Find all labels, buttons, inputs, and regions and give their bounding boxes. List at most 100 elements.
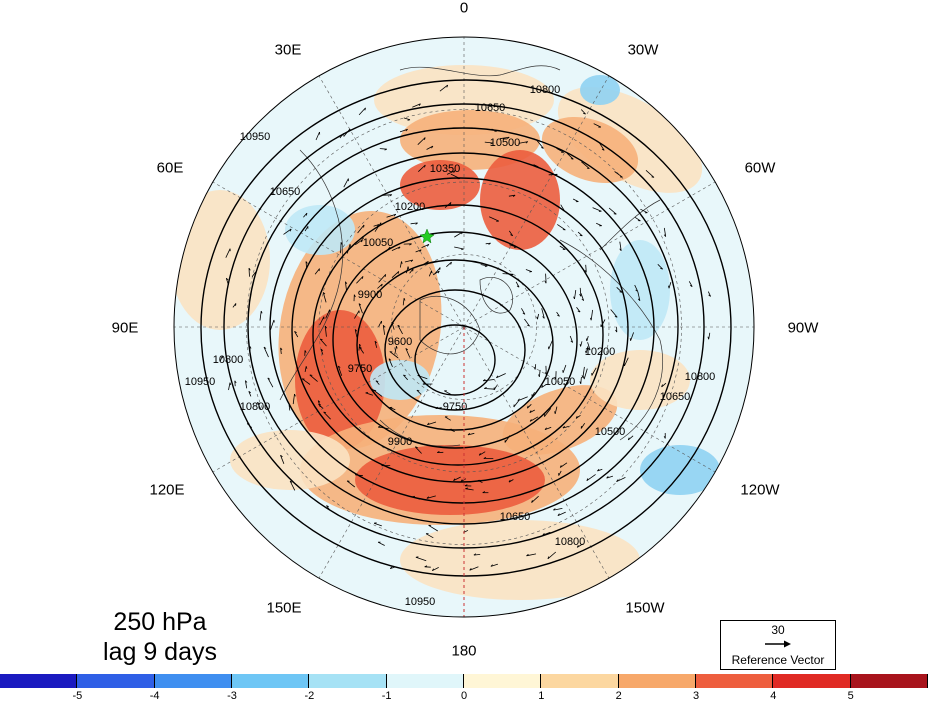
wind-vector-head <box>426 496 429 499</box>
wind-vector <box>610 309 618 318</box>
lon-label-120w: 120W <box>740 481 780 499</box>
contour-label: 10950 <box>405 596 436 608</box>
colorbar <box>0 674 928 688</box>
warm-south-strong <box>355 445 545 515</box>
wind-vector <box>319 316 325 326</box>
wind-vector <box>389 351 399 359</box>
wind-vector-head <box>559 465 562 468</box>
wind-vector <box>412 103 421 108</box>
wind-vector-head <box>409 243 412 246</box>
colorbar-segment <box>309 674 387 688</box>
wind-vector <box>504 435 511 443</box>
wind-vector <box>517 396 528 402</box>
coastline <box>279 149 343 401</box>
wind-vector-head <box>547 556 550 559</box>
wind-vector <box>426 145 434 150</box>
wind-vector <box>576 543 583 548</box>
wind-vector-head <box>260 310 263 314</box>
wind-vector <box>404 259 413 263</box>
wind-vector-head <box>355 473 358 476</box>
wind-vector-head <box>305 261 308 264</box>
contour-label: 10200 <box>395 201 426 213</box>
wind-vector <box>657 264 663 270</box>
wind-vector-head <box>450 261 452 265</box>
wind-vector <box>661 382 667 388</box>
wind-vector-head <box>424 164 426 168</box>
wind-vector-head <box>597 468 600 472</box>
wind-vector <box>340 242 342 254</box>
wind-vector-head <box>588 348 591 351</box>
cool-west-light <box>285 205 355 255</box>
lon-label-90e: 90E <box>111 319 139 337</box>
warm-south-light <box>400 520 640 600</box>
wind-vector <box>484 388 496 390</box>
wind-vector <box>259 310 262 321</box>
wind-vector-head <box>576 545 579 548</box>
wind-vector-head <box>536 316 538 320</box>
wind-vector-head <box>415 556 419 558</box>
wind-vector <box>548 340 553 350</box>
wind-vector-head <box>544 280 547 284</box>
wind-vector-head <box>435 406 438 409</box>
wind-vector <box>373 522 382 527</box>
wind-vector <box>575 414 581 419</box>
wind-vector <box>389 407 396 411</box>
wind-vector <box>409 268 414 274</box>
contour-label: 10800 <box>213 354 244 366</box>
wind-vector <box>446 170 456 175</box>
height-contour <box>291 177 629 483</box>
wind-vector <box>491 128 498 132</box>
wind-vector <box>391 321 395 330</box>
wind-vector <box>373 224 380 227</box>
wind-vector <box>598 141 605 151</box>
wind-vector <box>566 153 574 160</box>
wind-vector-head <box>422 382 426 385</box>
wind-vector <box>557 224 566 231</box>
wind-vector <box>449 429 455 432</box>
wind-vector-head <box>354 329 358 332</box>
warm-ne-light <box>557 87 703 193</box>
wind-vector <box>580 422 586 429</box>
wind-vector-head <box>570 340 573 343</box>
wind-vector <box>484 141 493 144</box>
wind-vector <box>412 496 421 500</box>
colorbar-tick-label: 1 <box>538 690 545 702</box>
wind-vector-head <box>508 479 511 483</box>
wind-vector-head <box>384 274 387 277</box>
wind-vector <box>556 311 560 317</box>
colorbar-tick-label: -2 <box>304 690 315 702</box>
wind-vector-head <box>323 411 327 414</box>
colorbar-tick-label: -1 <box>381 690 392 702</box>
wind-vector-head <box>418 103 421 106</box>
warm-center-strong <box>480 150 560 250</box>
reference-vector-label: Reference Vector <box>731 653 825 667</box>
wind-vector <box>624 357 629 367</box>
wind-vector <box>508 479 514 483</box>
wind-vector <box>425 533 434 539</box>
wind-vector-head <box>407 119 411 121</box>
wind-vector <box>428 270 432 277</box>
wind-vector <box>580 293 585 301</box>
lon-label-0: 0 <box>459 0 469 17</box>
wind-vector-head <box>606 476 609 479</box>
wind-vector-head <box>660 268 663 270</box>
wind-vector-head <box>362 236 364 239</box>
colorbar-tick-label: -5 <box>72 690 83 702</box>
wind-vector <box>346 244 351 254</box>
wind-vector <box>707 291 711 297</box>
wind-vector <box>444 416 451 421</box>
wind-vector <box>382 194 392 196</box>
wind-vector-head <box>437 450 440 453</box>
wind-vector <box>314 268 320 275</box>
wind-vector-head <box>289 480 293 483</box>
wind-vector <box>415 249 422 253</box>
height-contour <box>384 289 526 411</box>
wind-vector-head <box>590 317 592 321</box>
wind-vector <box>581 161 590 169</box>
wind-vector <box>248 391 252 397</box>
wind-vector-head <box>464 484 468 487</box>
wind-vector <box>270 319 275 331</box>
wind-vector-head <box>416 389 420 392</box>
wind-vector <box>289 480 296 491</box>
wind-vector <box>288 405 291 411</box>
